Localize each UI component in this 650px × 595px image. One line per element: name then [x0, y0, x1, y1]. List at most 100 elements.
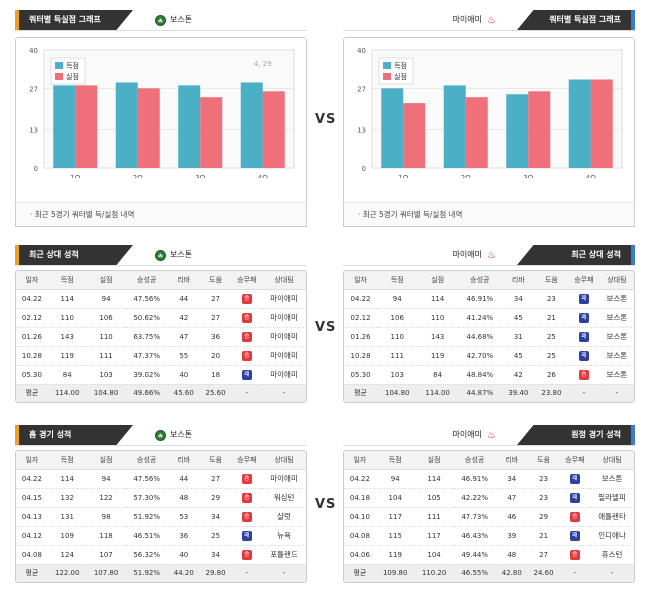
- cell-pts: 143: [47, 327, 87, 347]
- allowed-bar[interactable]: [137, 88, 160, 168]
- avg-res: -: [231, 564, 263, 582]
- cell-pct: 44.68%: [457, 327, 502, 347]
- table-row[interactable]: 04.12 109 118 46.51% 36 25 패 뉴욕: [16, 526, 306, 546]
- cell-opponent[interactable]: 보스톤: [599, 327, 634, 347]
- table-row[interactable]: 04.10 117 111 47.73% 46 29 승 애틀랜타: [344, 507, 634, 527]
- cell-opponent[interactable]: 인디애나: [590, 526, 634, 546]
- cell-opponent[interactable]: 보스톤: [599, 289, 634, 309]
- table-row[interactable]: 01.26 143 110 63.75% 47 36 승 마이애미: [16, 327, 306, 347]
- cell-opponent[interactable]: 마이애미: [262, 346, 306, 366]
- table-row[interactable]: 02.12 110 106 50.62% 42 27 승 마이애미: [16, 308, 306, 328]
- cell-ast: 27: [199, 289, 232, 309]
- scored-bar[interactable]: [178, 85, 201, 168]
- cell-opponent[interactable]: 보스톤: [599, 346, 634, 366]
- cell-opponent[interactable]: 워싱턴: [262, 488, 306, 508]
- cell-ast: 25: [199, 526, 232, 546]
- table-row[interactable]: 05.30 103 84 48.84% 42 26 승 보스톤: [344, 365, 634, 385]
- quarter-chart-tab-right[interactable]: 쿼터별 득실점 그래프: [517, 10, 635, 30]
- scored-bar[interactable]: [115, 82, 138, 168]
- allowed-bar[interactable]: [590, 79, 613, 169]
- cell-date: 01.26: [344, 327, 378, 347]
- cell-reb: 48: [167, 488, 200, 508]
- cell-opponent[interactable]: 샬럿: [262, 507, 306, 527]
- cell-reb: 36: [167, 526, 200, 546]
- cell-opponent[interactable]: 마이애미: [262, 308, 306, 328]
- scored-bar[interactable]: [381, 88, 404, 168]
- celtics-logo-icon: ☘: [155, 249, 166, 261]
- legend-swatch: [55, 62, 63, 69]
- table-row[interactable]: 04.22 114 94 47.56% 44 27 승 마이애미: [16, 289, 306, 309]
- column-header: 도움: [199, 271, 232, 290]
- cell-result: 승: [559, 507, 591, 527]
- table-row[interactable]: 10.28 111 119 42.70% 45 25 패 보스톤: [344, 346, 634, 366]
- scored-bar[interactable]: [53, 85, 76, 168]
- cell-opponent[interactable]: 보스톤: [599, 365, 634, 385]
- cell-pts: 106: [377, 308, 418, 328]
- recent-tab-right[interactable]: 최근 상대 성적: [517, 245, 635, 265]
- scored-bar[interactable]: [240, 82, 263, 168]
- cell-opp_pts: 117: [414, 526, 454, 546]
- table-row[interactable]: 04.22 94 114 46.91% 34 23 패 보스톤: [344, 469, 634, 489]
- cell-opp_pts: 107: [86, 545, 126, 565]
- table-row[interactable]: 04.18 104 105 42.22% 47 23 패 필라델피: [344, 488, 634, 508]
- result-badge: 승: [241, 492, 252, 503]
- allowed-bar[interactable]: [75, 85, 98, 168]
- y-tick-label: 27: [29, 85, 38, 93]
- cell-pct: 46.51%: [125, 526, 168, 546]
- table-row[interactable]: 04.08 115 117 46.43% 39 21 패 인디애나: [344, 526, 634, 546]
- table-row[interactable]: 04.22 94 114 46.91% 34 23 패 보스톤: [344, 289, 634, 309]
- celtics-logo-icon: ☘: [155, 14, 166, 26]
- allowed-bar[interactable]: [200, 97, 223, 168]
- recent-tab-left[interactable]: 최근 상대 성적: [15, 245, 133, 265]
- cell-pct: 46.43%: [453, 526, 496, 546]
- table-row[interactable]: 04.15 132 122 57.30% 48 29 승 워싱턴: [16, 488, 306, 508]
- allowed-bar[interactable]: [403, 103, 426, 168]
- away-tab-right[interactable]: 원정 경기 성적: [517, 425, 635, 445]
- table-row[interactable]: 02.12 106 110 41.24% 45 21 패 보스톤: [344, 308, 634, 328]
- cell-result: 패: [559, 526, 591, 546]
- table-row[interactable]: 10.28 119 111 47.37% 55 20 승 마이애미: [16, 346, 306, 366]
- table-row[interactable]: 04.08 124 107 56.32% 40 34 승 포틀랜드: [16, 545, 306, 565]
- y-tick-label: 0: [34, 165, 38, 173]
- team-name-boston: 보스톤: [170, 15, 193, 24]
- cell-opponent[interactable]: 마이애미: [262, 365, 306, 385]
- cell-opponent[interactable]: 보스톤: [599, 308, 634, 328]
- column-header: 실점: [86, 271, 126, 290]
- heat-logo-icon: ♨: [487, 429, 496, 441]
- table-row[interactable]: 04.22 114 94 47.56% 44 27 승 마이애미: [16, 469, 306, 489]
- cell-opponent[interactable]: 마이애미: [262, 327, 306, 347]
- scored-bar[interactable]: [568, 79, 591, 169]
- quarter-chart-tab-left[interactable]: 쿼터별 득실점 그래프: [15, 10, 133, 30]
- cell-opponent[interactable]: 보스톤: [590, 469, 634, 489]
- cell-result: 승: [231, 308, 263, 328]
- allowed-bar[interactable]: [528, 91, 551, 168]
- cell-result: 승: [231, 289, 263, 309]
- allowed-bar[interactable]: [465, 97, 488, 168]
- team-name-boston: 보스톤: [170, 250, 193, 259]
- cell-opponent[interactable]: 뉴욕: [262, 526, 306, 546]
- avg-opp_pts: 110.20: [414, 564, 454, 582]
- scored-bar[interactable]: [506, 94, 529, 168]
- chart-note-right: · 최근 5경기 쿼터별 득/실점 내역: [343, 202, 635, 227]
- table-row[interactable]: 04.06 119 104 49.44% 48 27 승 휴스턴: [344, 545, 634, 565]
- cell-date: 04.06: [344, 545, 376, 565]
- table-row[interactable]: 04.13 131 98 51.92% 53 34 승 샬럿: [16, 507, 306, 527]
- table-row[interactable]: 01.26 110 143 44.68% 31 25 패 보스톤: [344, 327, 634, 347]
- scored-bar[interactable]: [443, 85, 466, 168]
- cell-opponent[interactable]: 포틀랜드: [262, 545, 306, 565]
- allowed-bar[interactable]: [262, 91, 285, 168]
- cell-opponent[interactable]: 휴스턴: [590, 545, 634, 565]
- cell-opponent[interactable]: 애틀랜타: [590, 507, 634, 527]
- column-header: 승성공: [125, 271, 168, 290]
- cell-opponent[interactable]: 필라델피: [590, 488, 634, 508]
- column-header: 도움: [534, 271, 568, 290]
- cell-date: 04.12: [16, 526, 48, 546]
- home-tab-left[interactable]: 홈 경기 성적: [15, 425, 133, 445]
- cell-opponent[interactable]: 마이애미: [262, 289, 306, 309]
- avg-label: 평균: [16, 384, 48, 402]
- cell-opponent[interactable]: 마이애미: [262, 469, 306, 489]
- legend-swatch: [383, 73, 391, 80]
- cell-pts: 124: [47, 545, 87, 565]
- table-row[interactable]: 05.30 84 103 39.02% 40 18 패 마이애미: [16, 365, 306, 385]
